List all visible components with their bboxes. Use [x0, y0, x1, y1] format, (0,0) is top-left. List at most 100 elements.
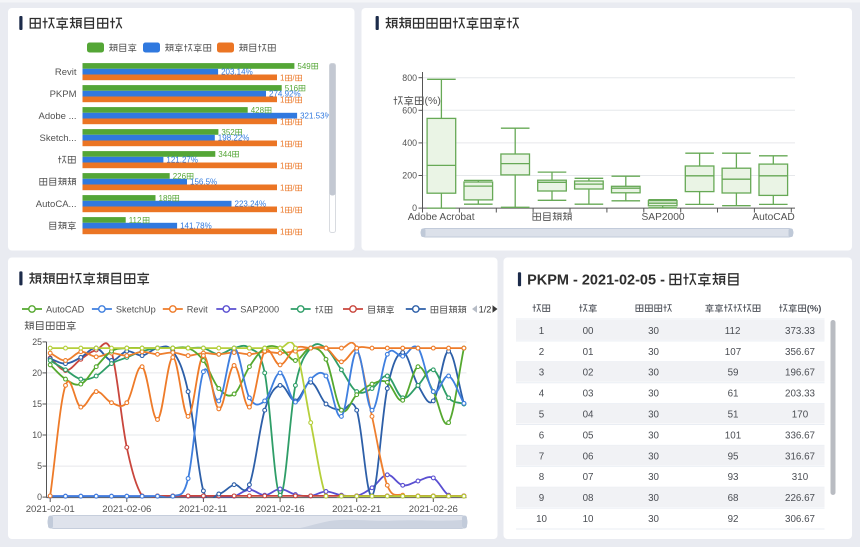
svg-text:30: 30: [648, 493, 659, 504]
svg-text:6: 6: [539, 430, 545, 441]
svg-text:196.67: 196.67: [785, 368, 815, 379]
svg-text:08: 08: [583, 493, 594, 504]
svg-text:2021-02-26: 2021-02-26: [409, 504, 458, 515]
svg-text:15: 15: [32, 399, 42, 409]
svg-text:06: 06: [583, 451, 594, 462]
svg-text:344: 344: [218, 150, 232, 159]
svg-text:03: 03: [583, 389, 594, 400]
svg-text:/: /: [292, 74, 295, 83]
svg-text:0: 0: [412, 203, 417, 213]
svg-text:30: 30: [648, 514, 659, 525]
svg-text:226: 226: [173, 172, 187, 181]
svg-text:1: 1: [280, 96, 285, 105]
svg-text:0: 0: [37, 492, 42, 502]
svg-text:2021-02-06: 2021-02-06: [102, 504, 151, 515]
svg-text:/: /: [292, 206, 295, 215]
svg-text:549: 549: [297, 62, 311, 71]
svg-text:/: /: [292, 228, 295, 237]
svg-text:95: 95: [728, 451, 739, 462]
svg-text:Sketch...: Sketch...: [40, 133, 77, 144]
svg-text:/: /: [292, 118, 295, 127]
svg-text:352: 352: [221, 128, 235, 137]
svg-text:226.67: 226.67: [785, 493, 815, 504]
svg-text:5: 5: [37, 461, 42, 471]
svg-text:/: /: [292, 162, 295, 171]
svg-text:274.92%: 274.92%: [269, 90, 301, 99]
svg-text:Revit: Revit: [187, 305, 208, 315]
svg-text:5: 5: [539, 410, 545, 421]
svg-text:1: 1: [539, 326, 544, 337]
svg-text:10: 10: [32, 430, 42, 440]
svg-text:1: 1: [280, 184, 285, 193]
svg-text:61: 61: [728, 389, 739, 400]
svg-text:321.53%: 321.53%: [300, 112, 332, 121]
svg-text:2021-02-21: 2021-02-21: [332, 504, 381, 515]
svg-text:05: 05: [583, 430, 594, 441]
svg-text:1: 1: [280, 162, 285, 171]
svg-text:9: 9: [539, 493, 544, 504]
svg-text:AutoCAD: AutoCAD: [46, 305, 85, 315]
svg-text:AutoCAD: AutoCAD: [752, 212, 794, 223]
svg-text:20: 20: [32, 368, 42, 378]
svg-text:30: 30: [648, 347, 659, 358]
svg-text:30: 30: [648, 410, 659, 421]
svg-text:2021-02-01: 2021-02-01: [26, 504, 75, 515]
svg-text:203.14%: 203.14%: [221, 68, 253, 77]
svg-text:00: 00: [583, 326, 594, 337]
svg-text:189: 189: [159, 194, 173, 203]
svg-text:170: 170: [792, 410, 809, 421]
svg-text:203.33: 203.33: [785, 389, 816, 400]
svg-text:68: 68: [728, 493, 739, 504]
svg-text:10: 10: [536, 514, 547, 525]
svg-text:316.67: 316.67: [785, 451, 815, 462]
svg-text:356.67: 356.67: [785, 347, 815, 358]
svg-text:1/2: 1/2: [479, 305, 492, 315]
svg-text:1: 1: [280, 74, 285, 83]
svg-text:310: 310: [792, 472, 809, 483]
svg-text:1: 1: [280, 118, 285, 127]
svg-text:198.22%: 198.22%: [218, 134, 250, 143]
svg-text:30: 30: [648, 472, 659, 483]
svg-text:PKPM: PKPM: [50, 89, 77, 100]
svg-text:3: 3: [539, 368, 545, 379]
svg-text:30: 30: [648, 326, 659, 337]
svg-text:101: 101: [725, 430, 741, 441]
svg-text:/: /: [292, 140, 295, 149]
svg-text:Revit: Revit: [55, 67, 77, 78]
svg-text:Adobe ...: Adobe ...: [39, 111, 77, 122]
svg-text:SAP2000: SAP2000: [240, 305, 279, 315]
svg-text:51: 51: [728, 410, 739, 421]
svg-text:AutoCA...: AutoCA...: [36, 199, 77, 210]
svg-text:1: 1: [280, 228, 285, 237]
svg-text:25: 25: [32, 337, 42, 347]
svg-text:Adobe Acrobat: Adobe Acrobat: [408, 212, 475, 223]
svg-text:59: 59: [728, 368, 739, 379]
svg-text:336.67: 336.67: [785, 430, 815, 441]
svg-text:30: 30: [648, 430, 659, 441]
svg-text:/: /: [292, 96, 295, 105]
svg-text:7: 7: [539, 451, 544, 462]
svg-text:10: 10: [583, 514, 594, 525]
svg-text:30: 30: [648, 368, 659, 379]
svg-text:107: 107: [725, 347, 741, 358]
svg-text:(%): (%): [807, 302, 822, 313]
svg-text:156.5%: 156.5%: [190, 178, 217, 187]
svg-text:516: 516: [285, 84, 299, 93]
svg-text:428: 428: [251, 106, 265, 115]
svg-text:200: 200: [402, 171, 417, 181]
svg-text:121.27%: 121.27%: [166, 156, 198, 165]
svg-text:30: 30: [648, 451, 659, 462]
svg-text:400: 400: [402, 138, 417, 148]
svg-text:93: 93: [728, 472, 739, 483]
svg-text:4: 4: [539, 389, 545, 400]
svg-text:PKPM - 2021-02-05 -: PKPM - 2021-02-05 -: [527, 272, 665, 288]
svg-text:141.78%: 141.78%: [180, 222, 212, 231]
svg-text:1: 1: [280, 140, 285, 149]
svg-text:04: 04: [583, 410, 594, 421]
svg-text:02: 02: [583, 368, 594, 379]
svg-text:2021-02-16: 2021-02-16: [256, 504, 305, 515]
svg-text:373.33: 373.33: [785, 326, 816, 337]
svg-text:07: 07: [583, 472, 594, 483]
svg-text:600: 600: [402, 105, 417, 115]
svg-text:112: 112: [129, 216, 142, 225]
